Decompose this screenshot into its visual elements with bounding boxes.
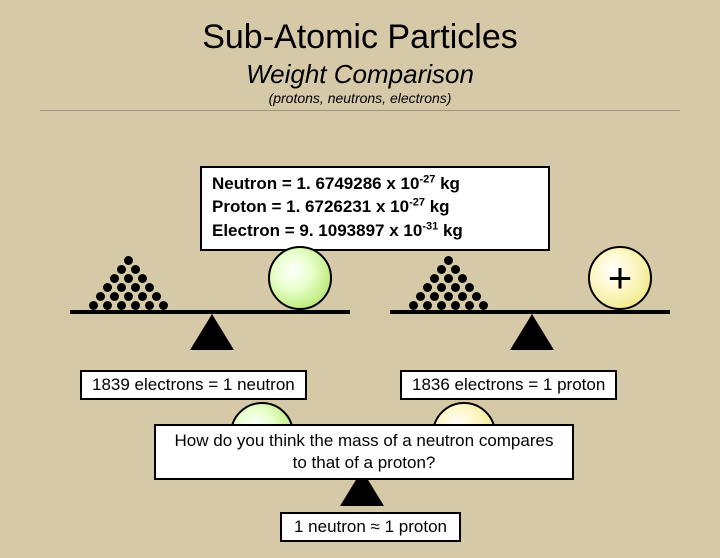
- electron-pile-right: [398, 258, 498, 310]
- mass-line-electron: Electron = 9. 1093897 x 10-31 kg: [212, 219, 538, 243]
- scale-area: +: [0, 248, 720, 368]
- mass-line-proton: Proton = 1. 6726231 x 10-27 kg: [212, 196, 538, 220]
- page-subsubtitle: (protons, neutrons, electrons): [40, 90, 680, 111]
- proton-ball: +: [588, 246, 652, 310]
- plus-icon: +: [590, 248, 650, 308]
- page-subtitle: Weight Comparison: [0, 59, 720, 90]
- scale-left: [70, 248, 350, 368]
- electron-pile-left: [78, 258, 178, 310]
- page-title: Sub-Atomic Particles: [0, 18, 720, 57]
- fulcrum-left: [190, 314, 234, 350]
- question-box: How do you think the mass of a neutron c…: [154, 424, 574, 480]
- equivalence-right: 1836 electrons = 1 proton: [400, 370, 617, 400]
- equivalence-left: 1839 electrons = 1 neutron: [80, 370, 307, 400]
- fulcrum-right: [510, 314, 554, 350]
- mass-values-box: Neutron = 1. 6749286 x 10-27 kg Proton =…: [200, 166, 550, 251]
- scale-right: +: [390, 248, 670, 368]
- answer-box: 1 neutron ≈ 1 proton: [280, 512, 461, 542]
- mass-line-neutron: Neutron = 1. 6749286 x 10-27 kg: [212, 172, 538, 196]
- neutron-ball: [268, 246, 332, 310]
